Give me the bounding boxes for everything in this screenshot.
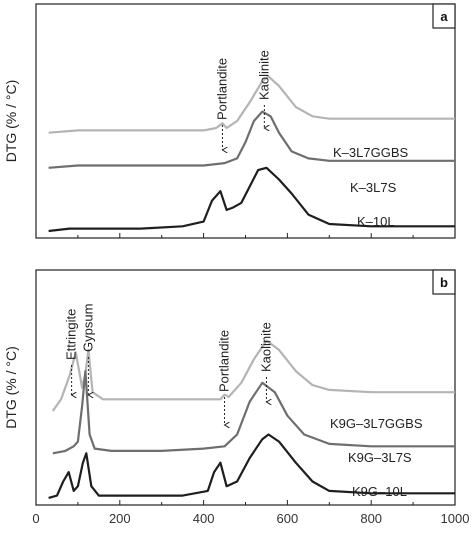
series-line: [51, 339, 455, 412]
annotation-label: Kaolinite: [258, 322, 273, 372]
series-label: K–3L7GGBS: [333, 145, 408, 160]
panel-b: 0 200 400 600 800 1000 DTG (% / °C) b K9G–3L7GGB…: [3, 269, 470, 526]
series-label: K–3L7S: [350, 180, 397, 195]
x-tick-label: 200: [109, 511, 131, 526]
panel-a: DTG (% / °C) a K–3L7GGBS K–3L7S K–10L Portlan…: [3, 3, 456, 239]
series-label: K9G–10L: [352, 484, 407, 499]
x-tick-label: 0: [32, 511, 39, 526]
series-label: K9G–3L7GGBS: [330, 416, 423, 431]
series-line: [48, 75, 455, 134]
panel-letter: b: [440, 275, 448, 290]
x-tick-label: 600: [277, 511, 299, 526]
y-axis-label: DTG (% / °C): [3, 80, 19, 163]
series-label: K–10L: [357, 214, 395, 229]
annotation-label: Portlandite: [217, 330, 232, 392]
annotation-label: Ettringite: [64, 309, 79, 360]
x-tick-label: 1000: [441, 511, 470, 526]
annotation-label: Gypsum: [80, 304, 95, 352]
annotation-label: Kaolinite: [256, 50, 271, 100]
plot-frame: [35, 3, 456, 239]
plot-frame: [35, 269, 456, 506]
annotation-label: Portlandite: [214, 58, 229, 120]
series-line: [52, 370, 455, 455]
series-line: [48, 110, 455, 169]
panel-letter-box: b: [432, 269, 456, 295]
x-tick-label: 800: [360, 511, 382, 526]
x-tick-label: 400: [193, 511, 215, 526]
series-line: [48, 433, 455, 499]
panel-letter: a: [440, 9, 448, 24]
series-line: [48, 166, 455, 233]
panel-letter-box: a: [432, 3, 456, 29]
series-label: K9G–3L7S: [348, 450, 412, 465]
y-axis-label: DTG (% / °C): [3, 346, 19, 429]
